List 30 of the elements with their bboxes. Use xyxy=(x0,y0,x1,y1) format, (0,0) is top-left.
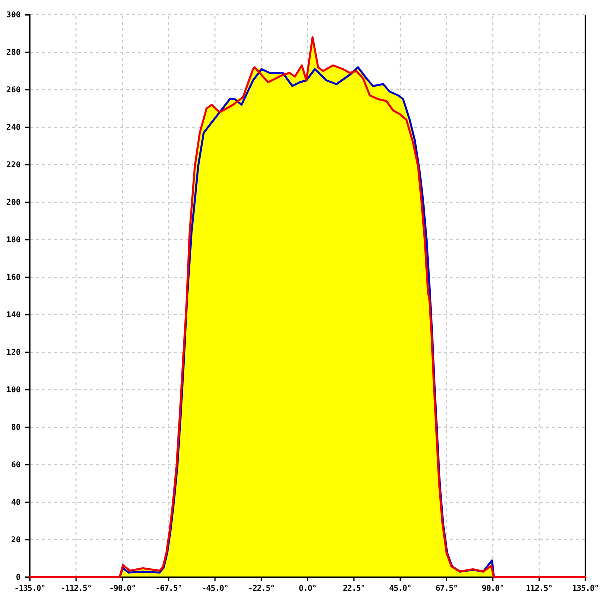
x-tick-label: 90.0° xyxy=(482,584,504,594)
y-tick-label: 280 xyxy=(6,48,22,58)
y-tick-label: 80 xyxy=(11,423,22,432)
y-tick-label: 300 xyxy=(6,10,22,20)
x-tick-label: 67.5° xyxy=(436,584,458,594)
y-tick-label: 60 xyxy=(11,460,22,470)
y-tick-label: 20 xyxy=(11,536,22,545)
x-tick-label: 45.0° xyxy=(389,584,412,594)
x-tick-label: -90.0° xyxy=(109,584,136,594)
x-tick-label: -112.5° xyxy=(60,584,92,594)
x-tick-label: 0.0° xyxy=(299,584,317,594)
x-tick-label: -22.5° xyxy=(248,584,275,594)
line-series xyxy=(29,36,587,578)
y-tick-label: 180 xyxy=(6,236,22,245)
x-tick-label: -67.5° xyxy=(156,584,182,594)
y-tick-label: 0 xyxy=(16,573,22,582)
y-tick-label: 260 xyxy=(6,86,22,95)
y-tick-label: 240 xyxy=(6,123,22,132)
y-tick-label: 120 xyxy=(6,348,22,358)
x-tick-label: -135.0° xyxy=(14,584,46,594)
y-tick-label: 140 xyxy=(6,310,22,320)
x-tick-label: 135.0° xyxy=(572,584,599,594)
y-tick-label: 100 xyxy=(6,386,22,395)
x-tick-label: 112.5° xyxy=(526,584,553,594)
x-tick-label: -45.0° xyxy=(202,584,228,594)
y-tick-label: 220 xyxy=(6,160,22,170)
y-tick-label: 160 xyxy=(6,273,22,282)
y-tick-label: 200 xyxy=(6,198,22,208)
x-tick-label: 22.5° xyxy=(343,584,366,594)
y-tick-label: 40 xyxy=(11,498,22,508)
